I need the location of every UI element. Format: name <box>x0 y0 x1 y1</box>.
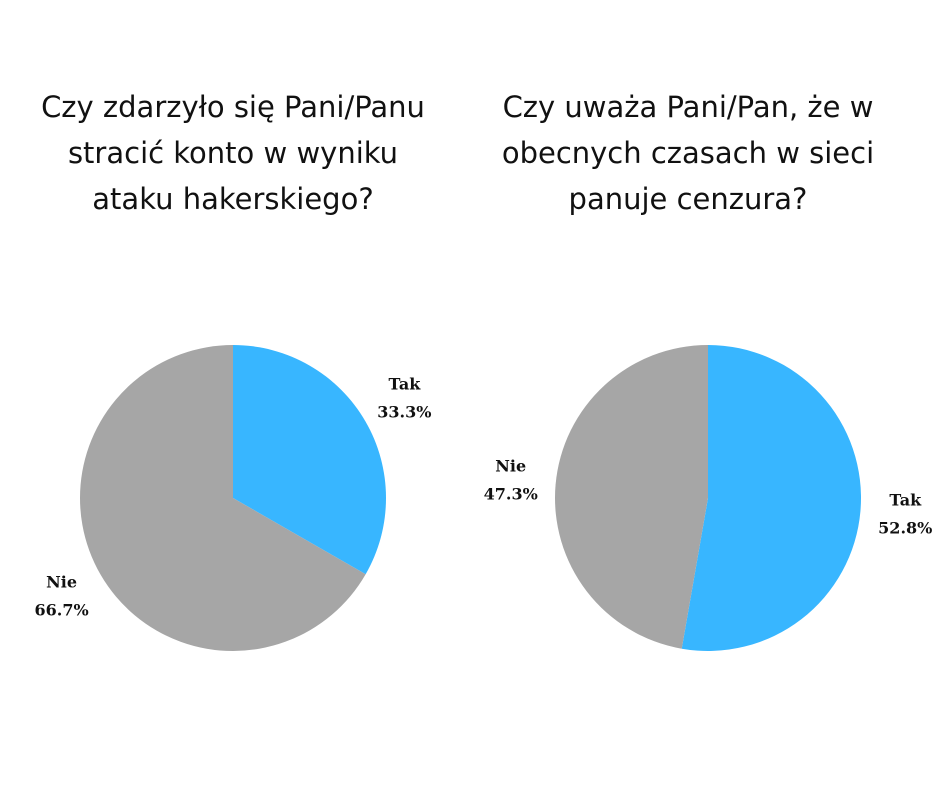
chart-title: Czy zdarzyło się Pani/Panu stracić konto… <box>41 90 425 216</box>
pie-slice <box>233 345 386 575</box>
pie-slice <box>80 345 366 652</box>
slice-label: Nie <box>46 573 77 592</box>
slice-value-label: 33.3% <box>377 402 431 421</box>
chart-title: Czy uważa Pani/Pan, że w obecnych czasac… <box>501 90 875 216</box>
slice-value-label: 52.8% <box>878 519 932 538</box>
slice-value-label: 66.7% <box>35 601 89 620</box>
slice-label: Tak <box>889 491 922 510</box>
slice-value-label: 47.3% <box>484 484 538 503</box>
pie-slice <box>555 345 708 649</box>
slice-label: Nie <box>495 456 526 475</box>
slice-label: Tak <box>388 374 421 393</box>
pie-slice <box>681 345 862 651</box>
